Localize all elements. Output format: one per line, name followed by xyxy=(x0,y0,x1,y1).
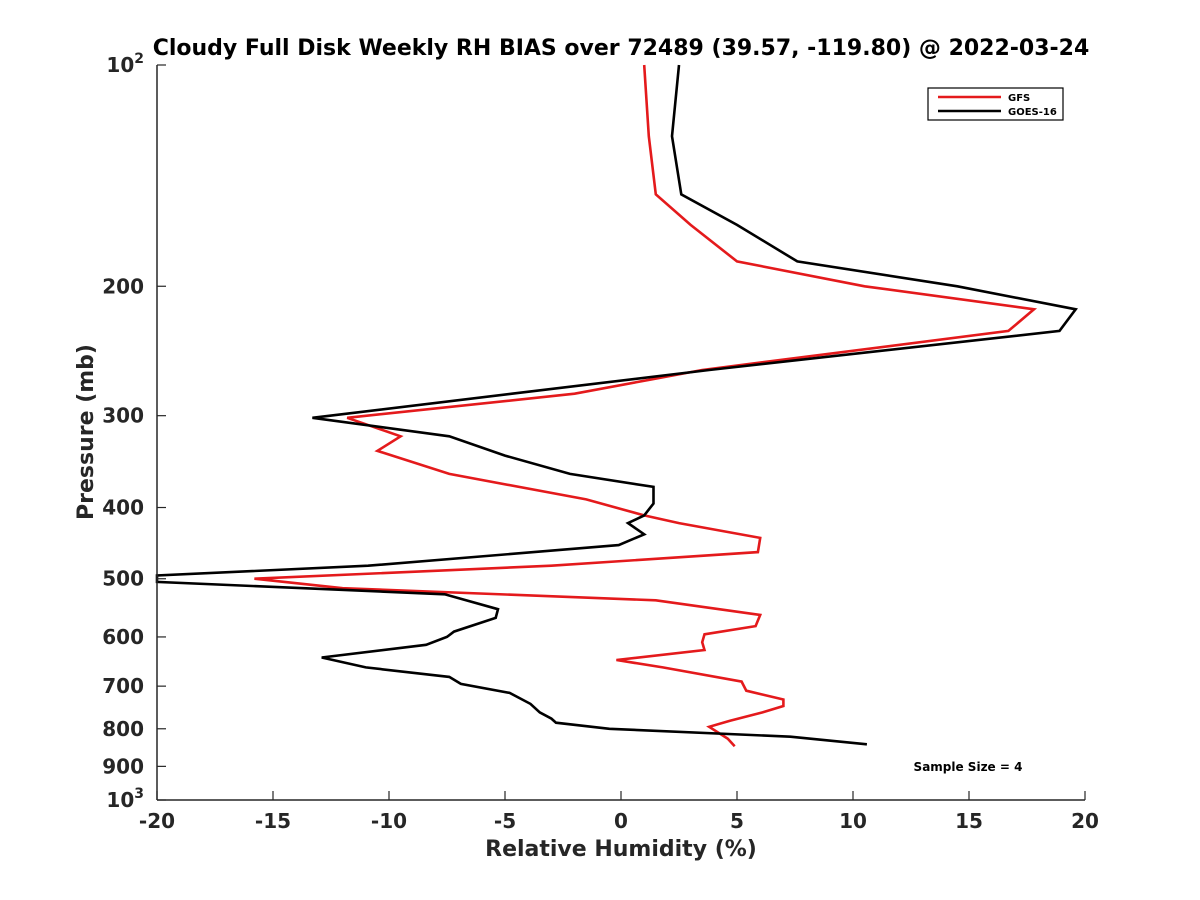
x-tick-label: 5 xyxy=(730,809,744,833)
x-axis: -20 -15 -10 -5 0 5 10 15 20 xyxy=(139,791,1099,833)
legend-label: GFS xyxy=(1008,93,1030,104)
y-tick-label: 700 xyxy=(102,674,144,698)
y-tick-label: 103 xyxy=(106,786,144,812)
y-tick-label: 400 xyxy=(102,496,144,520)
sample-size-annotation: Sample Size = 4 xyxy=(914,760,1023,774)
series-line-goes-16 xyxy=(155,64,1078,746)
plot-area xyxy=(155,64,1078,748)
x-tick-label: -15 xyxy=(255,809,291,833)
x-tick-label: -10 xyxy=(371,809,407,833)
x-tick-label: 20 xyxy=(1071,809,1099,833)
x-tick-label: -20 xyxy=(139,809,175,833)
legend: GFS GOES-16 xyxy=(927,87,1064,121)
x-tick-label: -5 xyxy=(494,809,516,833)
y-tick-label: 900 xyxy=(102,754,144,778)
legend-box xyxy=(927,87,1064,121)
x-axis-label: Relative Humidity (%) xyxy=(485,837,757,862)
y-tick-label: 300 xyxy=(102,404,144,428)
x-tick-label: 10 xyxy=(839,809,867,833)
chart-title: Cloudy Full Disk Weekly RH BIAS over 724… xyxy=(153,36,1090,61)
y-tick-label: 102 xyxy=(106,51,144,77)
y-axis: 102 200 300 400 500 600 700 800 900 103 xyxy=(102,51,166,812)
x-tick-label: 0 xyxy=(614,809,628,833)
y-axis-label: Pressure (mb) xyxy=(74,344,99,520)
y-tick-label: 500 xyxy=(102,567,144,591)
y-tick-label: 600 xyxy=(102,625,144,649)
y-tick-label: 200 xyxy=(102,274,144,298)
y-tick-label: 800 xyxy=(102,717,144,741)
x-tick-label: 15 xyxy=(955,809,983,833)
legend-label: GOES-16 xyxy=(1008,107,1057,118)
series-line-gfs xyxy=(254,64,1038,748)
